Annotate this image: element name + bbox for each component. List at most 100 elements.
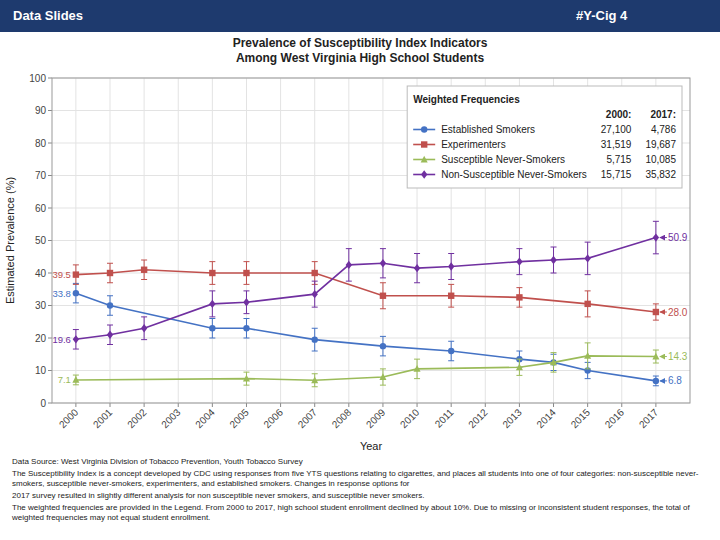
- tick-x: [348, 403, 349, 407]
- x-axis-label: Year: [360, 440, 383, 452]
- error-bar: [312, 374, 318, 387]
- legend-swatch-marker: [421, 156, 428, 163]
- data-point: [448, 262, 454, 270]
- error-bar: [243, 262, 249, 285]
- error-bar: [551, 353, 557, 373]
- grid-line-x: [348, 78, 349, 403]
- tick-y: [48, 143, 52, 144]
- footnote: 2017 survey resulted in slightly differe…: [12, 491, 708, 501]
- grid-line-x: [110, 78, 111, 403]
- tick-label-y: 40: [35, 268, 47, 279]
- footnote: The Susceptibility Index is a concept de…: [12, 469, 708, 489]
- error-bar: [243, 372, 249, 385]
- data-point: [243, 375, 250, 382]
- error-bar: [448, 284, 454, 307]
- tick-x: [417, 403, 418, 407]
- error-bar: [585, 291, 591, 317]
- tick-label-x: 2008: [330, 406, 354, 430]
- data-point: [107, 270, 113, 276]
- y-axis-label: Estimated Prevalence (%): [4, 177, 16, 304]
- tick-y: [48, 78, 52, 79]
- data-point: [141, 267, 147, 273]
- tick-label-y: 0: [40, 398, 46, 409]
- data-point: [243, 325, 249, 331]
- grid-line-y: [52, 273, 690, 274]
- error-bar: [414, 359, 420, 379]
- tick-label-x: 2001: [91, 406, 115, 430]
- tick-y: [48, 370, 52, 371]
- error-bar: [73, 265, 79, 285]
- annotation: 6.8: [668, 375, 682, 386]
- legend-label: Susceptible Never-Smokers: [441, 154, 565, 165]
- error-bar: [73, 283, 79, 303]
- data-point: [243, 298, 249, 306]
- header-bar: Data Slides #Y-Cig 4: [0, 0, 720, 32]
- error-bar: [653, 221, 659, 254]
- grid-line-y: [52, 240, 690, 241]
- legend-column-header: 2017:: [650, 109, 676, 120]
- tick-x: [314, 403, 315, 407]
- tick-label-x: 2007: [296, 406, 320, 430]
- tick-label-x: 2002: [125, 406, 149, 430]
- grid-line-x: [314, 78, 315, 403]
- legend-frequency: 4,786: [651, 124, 676, 135]
- title-block: Prevalence of Susceptibility Index Indic…: [0, 36, 720, 66]
- tick-label-x: 2014: [534, 406, 558, 430]
- error-bar: [380, 283, 386, 309]
- tick-label-x: 2016: [603, 406, 627, 430]
- series: [73, 221, 659, 349]
- footnotes: Data Source: West Virginia Division of T…: [12, 457, 708, 525]
- error-bar: [653, 304, 659, 320]
- grid: [52, 78, 690, 403]
- data-point: [414, 264, 420, 272]
- grid-line-x: [280, 78, 281, 403]
- grid-line-x: [246, 78, 247, 403]
- data-point: [209, 270, 215, 276]
- data-point: [414, 365, 421, 372]
- error-bar: [107, 263, 113, 283]
- error-bar: [209, 262, 215, 285]
- data-point: [516, 257, 522, 265]
- error-bar: [243, 291, 249, 314]
- error-bar: [209, 291, 215, 317]
- subtitle: Among West Virginia High School Students: [0, 51, 720, 66]
- error-bar: [380, 369, 386, 385]
- error-bar: [414, 254, 420, 283]
- legend-label: Non-Susceptible Never-Smokers: [441, 169, 587, 180]
- error-bar: [209, 319, 215, 339]
- error-bar: [312, 328, 318, 351]
- data-point: [584, 352, 591, 359]
- legend-box: [407, 86, 682, 188]
- tick-y: [48, 403, 52, 404]
- grid-line-x: [212, 78, 213, 403]
- tick-x: [110, 403, 111, 407]
- error-bar: [73, 375, 79, 385]
- data-point: [448, 348, 454, 354]
- data-point: [380, 343, 386, 349]
- tick-x: [519, 403, 520, 407]
- tick-label-y: 60: [35, 203, 47, 214]
- tick-y: [48, 240, 52, 241]
- legend: Weighted Frequencies2000:2017:Establishe…: [407, 86, 682, 188]
- data-point: [653, 233, 659, 241]
- data-point: [312, 290, 318, 298]
- data-point: [380, 259, 386, 267]
- error-bar: [380, 336, 386, 356]
- data-point: [584, 254, 590, 262]
- annotation-arrow: [660, 356, 667, 357]
- legend-frequency: 27,100: [601, 124, 632, 135]
- legend-frequency: 31,519: [601, 139, 632, 150]
- tick-x: [212, 403, 213, 407]
- grid-line-x: [144, 78, 145, 403]
- tick-label-x: 2011: [433, 406, 456, 429]
- data-point: [73, 271, 79, 277]
- tick-y: [48, 305, 52, 306]
- data-point: [73, 290, 79, 296]
- grid-line-y: [52, 208, 690, 209]
- tick-label-x: 2009: [364, 406, 388, 430]
- tick-label-x: 2006: [261, 406, 285, 430]
- tick-label-x: 2000: [57, 406, 81, 430]
- error-bar: [516, 359, 522, 375]
- data-point: [550, 256, 556, 264]
- series: [72, 343, 659, 387]
